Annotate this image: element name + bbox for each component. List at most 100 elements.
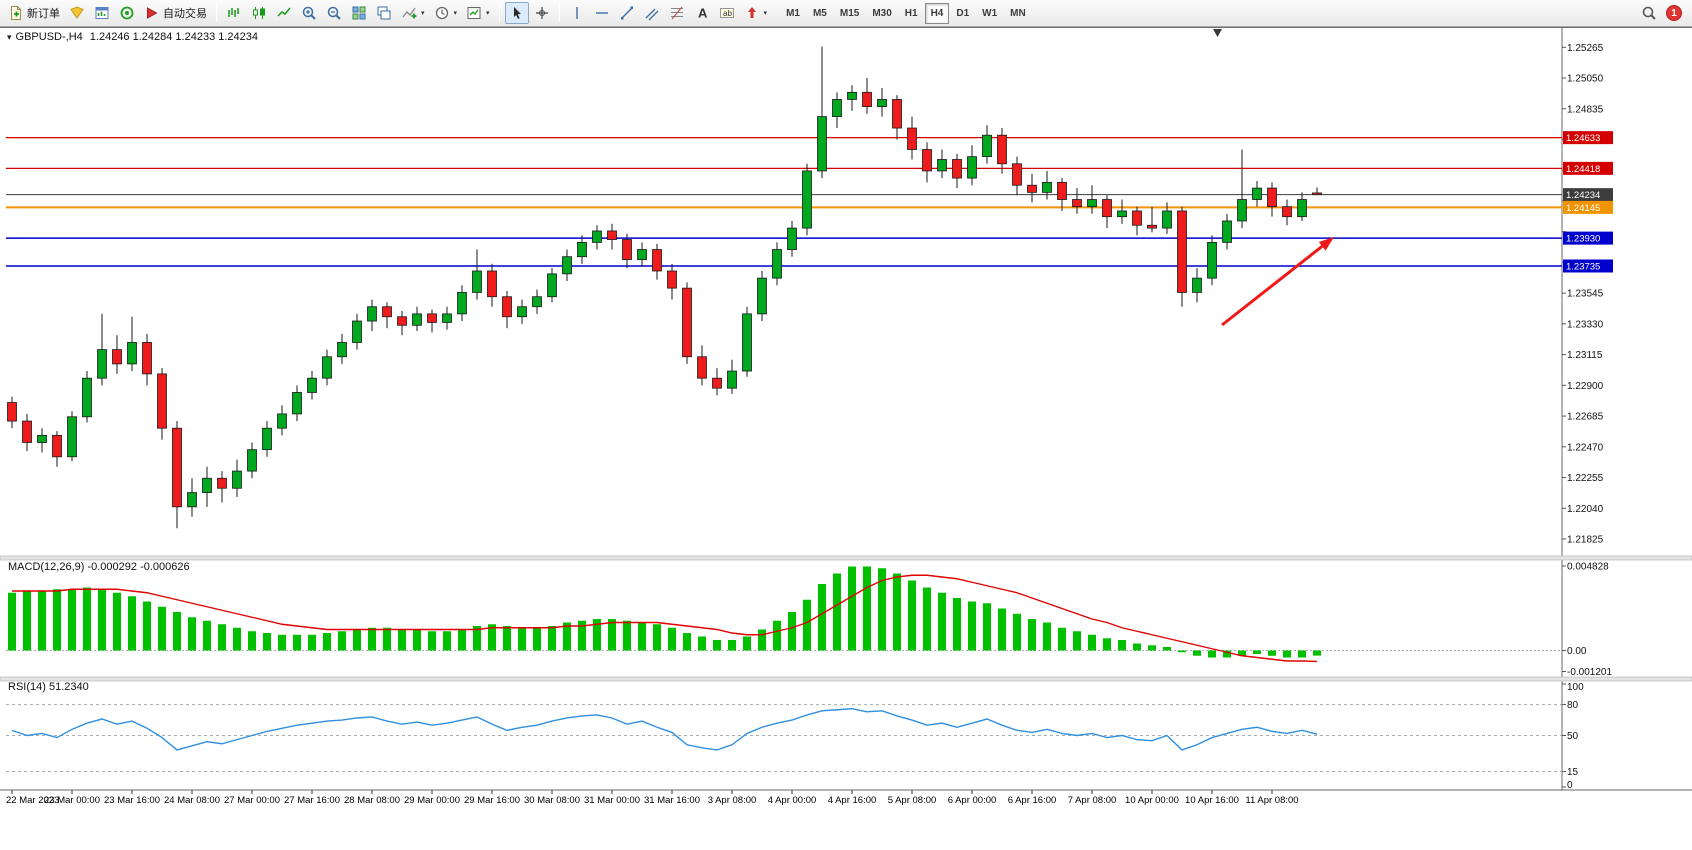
- time-axis-label: 27 Mar 00:00: [224, 795, 280, 806]
- price-axis-label: 1.24835: [1567, 104, 1604, 115]
- macd-histogram-bar: [623, 620, 631, 651]
- candle-body: [922, 149, 932, 172]
- candle-body: [967, 156, 977, 179]
- chart-shift-marker-icon[interactable]: [1213, 29, 1222, 37]
- macd-histogram-bar: [998, 608, 1006, 651]
- bar-chart-mode-button[interactable]: [222, 2, 246, 24]
- time-axis-label: 22 Mar 2023: [6, 795, 59, 806]
- tile-windows-button[interactable]: [347, 2, 371, 24]
- candle-body: [142, 342, 152, 375]
- candle-body: [172, 427, 182, 508]
- candle-body: [217, 477, 227, 489]
- templates-button[interactable]: ▾: [462, 2, 494, 24]
- candle-body: [637, 249, 647, 260]
- candle-body: [1027, 184, 1037, 193]
- price-badge-1.24234: [1563, 188, 1613, 202]
- candle-body: [712, 377, 722, 389]
- macd-histogram-bar: [263, 633, 271, 651]
- one-click-trading-toggle-icon[interactable]: ▾: [7, 32, 12, 42]
- search-icon: [1641, 5, 1657, 21]
- candlestick-mode-button[interactable]: [247, 2, 271, 24]
- search-button[interactable]: [1637, 2, 1661, 24]
- macd-histogram-bar: [713, 640, 721, 651]
- time-axis-label: 31 Mar 16:00: [644, 795, 700, 806]
- macd-histogram-bar: [938, 592, 946, 651]
- rsi-axis-label: 15: [1567, 767, 1579, 778]
- trend-arrow-annotation[interactable]: [1221, 241, 1328, 327]
- cursor-tool-button[interactable]: [504, 2, 529, 24]
- periods-button[interactable]: ▾: [430, 2, 462, 24]
- macd-histogram-bar: [443, 631, 451, 651]
- candle-body: [157, 373, 167, 429]
- time-axis-label: 4 Apr 16:00: [828, 795, 877, 806]
- macd-histogram-bar: [533, 627, 541, 651]
- candle-body: [502, 296, 512, 318]
- rsi-axis-label: 0: [1567, 780, 1573, 791]
- macd-axis-label: -0.001201: [1567, 667, 1612, 678]
- timeframe-D1[interactable]: D1: [956, 7, 970, 19]
- candle-body: [397, 316, 407, 326]
- macd-histogram-bar: [23, 591, 31, 651]
- timeframe-MN[interactable]: MN: [1010, 7, 1026, 19]
- price-axis-label: 1.22900: [1567, 381, 1604, 392]
- timeframe-M15[interactable]: M15: [839, 7, 860, 19]
- candle-body: [277, 413, 287, 429]
- zoom-out-icon: [326, 5, 342, 21]
- time-axis-label: 3 Apr 08:00: [708, 795, 757, 806]
- macd-histogram-bar: [368, 627, 376, 651]
- timeframe-W1[interactable]: W1: [982, 7, 998, 19]
- macd-histogram-bar: [908, 580, 916, 651]
- macd-panel-splitter[interactable]: [0, 555, 1692, 561]
- zoom-out-button[interactable]: [322, 2, 346, 24]
- line-chart-icon: [276, 5, 292, 21]
- crosshair-tool-button[interactable]: [530, 2, 554, 24]
- text-tool-button[interactable]: A: [690, 2, 714, 24]
- macd-histogram-bar: [1013, 613, 1021, 651]
- timeframe-M5[interactable]: M5: [812, 7, 827, 19]
- timeframe-H4[interactable]: H4: [924, 2, 950, 24]
- metaeditor-button[interactable]: [65, 2, 89, 24]
- notification-badge[interactable]: 1: [1666, 5, 1682, 21]
- macd-histogram-bar: [1313, 650, 1321, 656]
- arrows-caret-icon: ▾: [763, 10, 768, 17]
- label-tool-button[interactable]: ab: [715, 2, 739, 24]
- cascade-windows-button[interactable]: [372, 2, 396, 24]
- price-axis-label: 1.23115: [1567, 350, 1603, 361]
- vertical-line-tool-button[interactable]: [565, 2, 589, 24]
- macd-histogram-bar: [863, 566, 871, 651]
- candle-body: [1117, 210, 1127, 218]
- line-chart-mode-button[interactable]: [272, 2, 296, 24]
- trendline-icon: [619, 5, 635, 21]
- price-badge-1.24633: [1563, 131, 1613, 145]
- timeframe-H1[interactable]: H1: [904, 7, 918, 19]
- candle-body: [1282, 206, 1292, 218]
- macd-histogram-bar: [818, 584, 826, 651]
- toolbar-separator: [498, 4, 500, 22]
- candle-body: [652, 249, 662, 272]
- macd-histogram-bar: [698, 636, 706, 651]
- rsi-panel-splitter[interactable]: [0, 676, 1692, 682]
- timeframe-M1[interactable]: M1: [786, 7, 800, 19]
- autotrading-button[interactable]: 自动交易: [140, 2, 211, 24]
- timeframe-M30[interactable]: M30: [872, 7, 892, 19]
- macd-histogram-bar: [1268, 650, 1276, 656]
- channel-tool-button[interactable]: [640, 2, 664, 24]
- experts-button[interactable]: [115, 2, 139, 24]
- new-order-button[interactable]: 新订单: [4, 2, 64, 24]
- candle-body: [1042, 181, 1052, 193]
- macd-histogram-bar: [1298, 650, 1306, 658]
- macd-histogram-bar: [278, 634, 286, 651]
- zoom-in-button[interactable]: [297, 2, 321, 24]
- fibonacci-tool-button[interactable]: [665, 2, 689, 24]
- indicators-button[interactable]: ▾: [397, 2, 429, 24]
- channel-icon: [644, 5, 660, 21]
- macd-histogram-bar: [1223, 650, 1231, 658]
- candle-body: [52, 434, 62, 458]
- candle-body: [97, 349, 107, 379]
- trendline-tool-button[interactable]: [615, 2, 639, 24]
- market-watch-button[interactable]: [90, 2, 114, 24]
- horizontal-line-tool-button[interactable]: [590, 2, 614, 24]
- arrows-tool-button[interactable]: ▾: [740, 2, 772, 24]
- macd-histogram-bar: [8, 592, 16, 651]
